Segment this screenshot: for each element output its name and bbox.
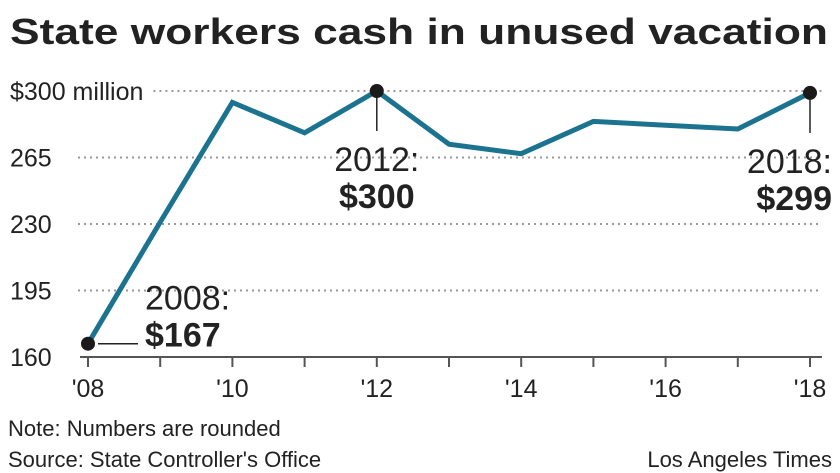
x-tick-label: '08 xyxy=(72,375,105,403)
point xyxy=(369,84,384,98)
annotation-year: 2018: xyxy=(747,143,832,181)
y-tick-label: 160 xyxy=(10,344,52,372)
y-tick-label: 230 xyxy=(10,211,52,239)
value-label: $167 xyxy=(145,317,221,355)
point xyxy=(81,336,95,351)
point xyxy=(803,85,817,100)
annotation-year: 2008: xyxy=(145,280,230,318)
x-tick-label: '14 xyxy=(505,375,538,403)
source: Source: State Controller's Office xyxy=(8,447,321,472)
credit: Los Angeles Times xyxy=(647,447,832,472)
chart-title: State workers cash in unused vacation xyxy=(10,11,828,52)
annotation-year: 2012: xyxy=(334,141,419,179)
value-label: $299 xyxy=(756,180,832,218)
value-label: $300 xyxy=(339,178,415,216)
x-tick-label: '10 xyxy=(216,375,249,403)
y-tick-label: 195 xyxy=(10,278,52,306)
x-tick-label: '16 xyxy=(649,375,682,403)
y-tick-label: 265 xyxy=(10,145,52,173)
data-line xyxy=(85,88,812,345)
x-tick-label: '12 xyxy=(361,375,394,403)
y-tick-label: $300 million xyxy=(10,78,143,106)
x-tick-label: '18 xyxy=(794,375,827,403)
note: Note: Numbers are rounded xyxy=(8,416,281,441)
